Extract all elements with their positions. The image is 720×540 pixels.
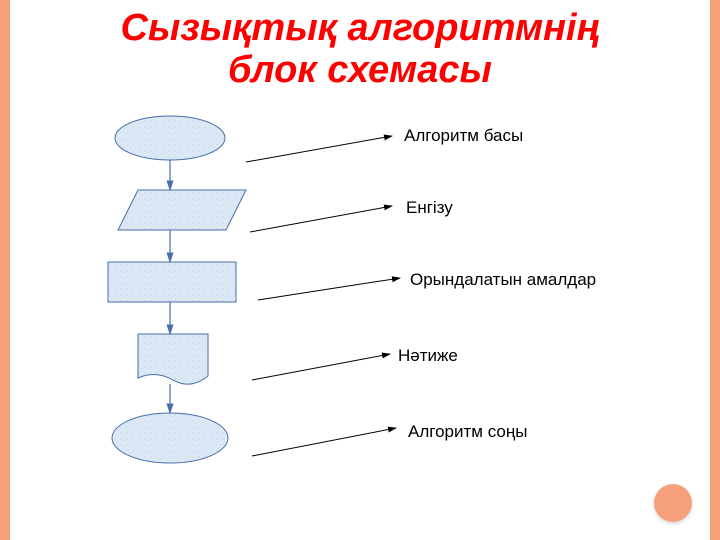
flowchart-label-1: Енгізу xyxy=(406,198,453,218)
flowchart-node-2 xyxy=(108,262,236,302)
label-arrow-2 xyxy=(258,278,400,300)
flowchart-node-4 xyxy=(112,413,228,463)
flowchart-node-1 xyxy=(118,190,246,230)
label-arrow-1 xyxy=(250,206,392,232)
label-arrow-3 xyxy=(252,354,390,380)
flowchart-label-3: Нәтиже xyxy=(398,346,458,366)
flowchart-label-2: Орындалатын амалдар xyxy=(410,270,596,290)
label-arrow-4 xyxy=(252,428,396,456)
flowchart-label-0: Алгоритм басы xyxy=(404,126,523,146)
label-arrow-0 xyxy=(246,136,392,162)
corner-decoration-circle xyxy=(654,484,692,522)
flowchart-node-0 xyxy=(115,116,225,160)
flowchart-label-4: Алгоритм соңы xyxy=(408,422,527,442)
flowchart-diagram xyxy=(0,0,720,540)
flowchart-node-3 xyxy=(138,334,208,384)
